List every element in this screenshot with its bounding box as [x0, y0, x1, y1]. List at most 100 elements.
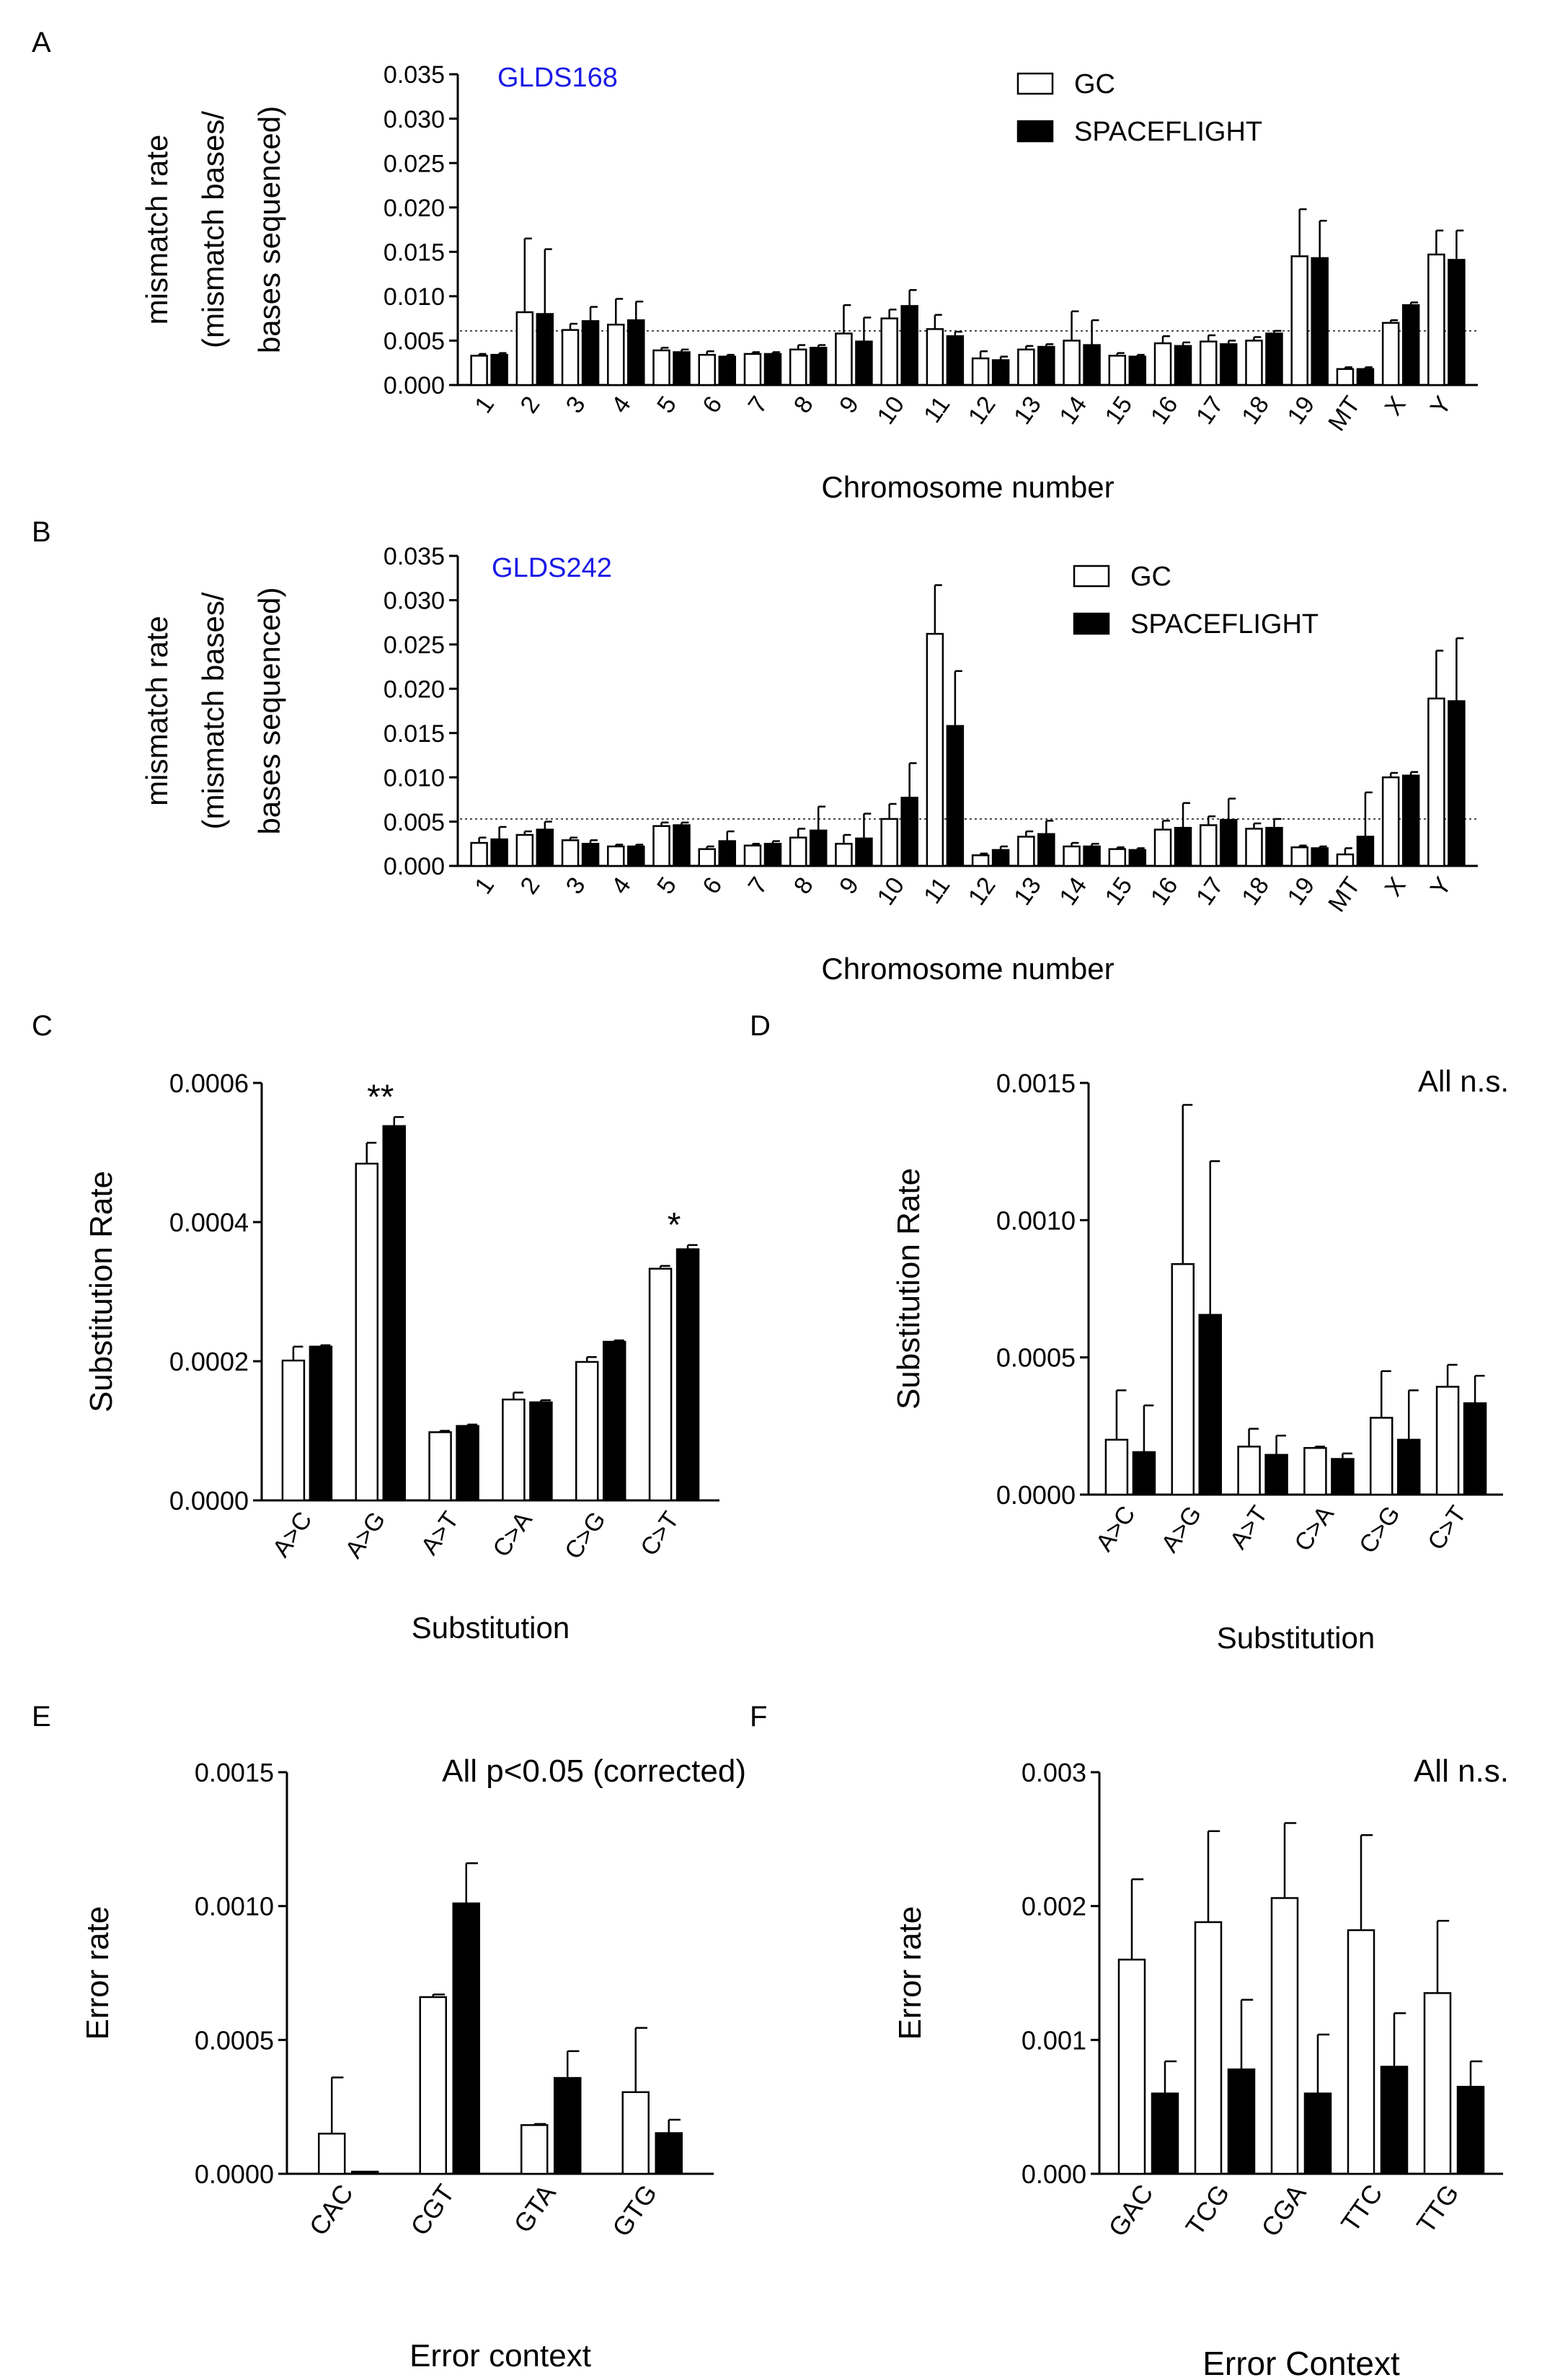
bar-gc [1245, 340, 1263, 386]
bar-spaceflight [1303, 2092, 1332, 2175]
svg-text:F: F [750, 1701, 767, 1733]
x-tick-label: C>T [635, 1507, 685, 1561]
y-axis-label: (mismatch bases/ [196, 111, 230, 348]
y-tick-label: 0.0005 [195, 2025, 274, 2055]
y-tick-label: 0.0004 [169, 1208, 249, 1237]
bar-spaceflight [1083, 344, 1101, 386]
panel-letter-a: A [32, 27, 51, 58]
x-tick-label: TCG [1179, 2179, 1235, 2241]
y-tick-label: 0.020 [384, 676, 445, 704]
chart-title: GLDS168 [497, 63, 618, 93]
x-tick-label: 17 [1191, 391, 1229, 430]
bar-spaceflight [1401, 774, 1420, 867]
bar-gc [1336, 368, 1355, 386]
bar-spaceflight [603, 1340, 626, 1502]
y-tick-label: 0.005 [384, 809, 445, 836]
bar-gc [1381, 322, 1400, 386]
y-tick-label: 0.010 [384, 283, 445, 311]
bar-gc [281, 1359, 306, 1502]
x-tick-label: 13 [1009, 391, 1047, 430]
bar-spaceflight [627, 845, 645, 867]
legend-label-gc: GC [1130, 562, 1171, 592]
bar-gc [1427, 697, 1445, 867]
x-tick-label: 8 [789, 391, 819, 418]
legend-swatch-spaceflight [1073, 612, 1110, 635]
svg-text:B: B [32, 516, 51, 548]
bar-gc [470, 355, 488, 386]
y-tick-label: 0.000 [384, 372, 445, 399]
x-axis-label: Chromosome number [821, 952, 1114, 986]
bar-spaceflight [1265, 826, 1283, 867]
legend-swatch-spaceflight [1016, 120, 1054, 143]
bar-spaceflight [1128, 849, 1147, 867]
svg-text:E: E [32, 1701, 51, 1733]
bar-gc [926, 328, 944, 386]
bar-spaceflight [490, 353, 508, 386]
x-tick-label: A>G [1156, 1501, 1208, 1557]
bar-gc [698, 848, 716, 867]
y-tick-label: 0.0015 [195, 1758, 274, 1787]
bar-spaceflight [1448, 259, 1466, 386]
significance-marker: * [668, 1206, 681, 1244]
x-tick-label: 5 [652, 872, 682, 899]
x-tick-label: 14 [1054, 391, 1092, 430]
y-tick-label: 0.010 [384, 764, 445, 792]
bar-gc [520, 2124, 549, 2175]
bar-spaceflight [581, 320, 600, 386]
bar-spaceflight [1128, 355, 1147, 386]
legend-label-gc: GC [1074, 69, 1115, 99]
bar-spaceflight [536, 313, 554, 386]
x-tick-label: 8 [789, 872, 819, 899]
bar-gc [971, 357, 990, 386]
bar-spaceflight [900, 797, 918, 867]
x-tick-label: TTG [1411, 2179, 1465, 2238]
x-tick-label: 4 [606, 872, 637, 899]
bar-spaceflight [946, 725, 965, 867]
bar-gc [1290, 846, 1308, 867]
x-tick-label: 10 [872, 872, 910, 911]
bar-spaceflight [1311, 847, 1329, 867]
chart-panel-e: 0.0000 0.0005 0.0010 0.0015 CAC CGT GTA GTG Erro… [80, 1753, 746, 2374]
x-tick-label: TTC [1335, 2179, 1388, 2237]
x-tick-label: Y [1425, 872, 1457, 901]
x-tick-label: X [1380, 872, 1412, 901]
bar-gc [1237, 1446, 1261, 1496]
bar-spaceflight [1380, 2066, 1409, 2175]
x-axis-label: Substitution [1217, 1621, 1375, 1655]
bar-gc [575, 1361, 599, 1502]
panel-letter-e: E [32, 1701, 51, 1733]
bar-gc [1063, 340, 1081, 386]
chart-title: All n.s. [1418, 1064, 1509, 1098]
y-tick-label: 0.001 [1022, 2025, 1086, 2055]
x-tick-label: 12 [963, 391, 1001, 430]
bar-spaceflight [1397, 1438, 1421, 1496]
y-tick-label: 0.0005 [996, 1343, 1076, 1373]
y-tick-label: 0.0000 [195, 2159, 274, 2189]
x-tick-label: 10 [872, 391, 910, 430]
bar-spaceflight [1037, 345, 1055, 386]
x-tick-label: 17 [1191, 872, 1229, 911]
chart-panel-a: 0.000 0.005 0.010 0.015 0.020 0.025 0.030 0.035… [140, 61, 1478, 504]
bar-gc [1270, 1897, 1299, 2175]
bar-gc [419, 1996, 447, 2175]
bar-spaceflight [675, 1248, 700, 1502]
x-tick-label: GTA [508, 2179, 562, 2238]
bar-gc [1200, 340, 1218, 386]
bar-spaceflight [490, 838, 508, 867]
legend-label-spaceflight: SPACEFLIGHT [1074, 117, 1262, 147]
bar-spaceflight [1174, 826, 1192, 867]
y-tick-label: 0.0006 [169, 1069, 249, 1098]
bar-gc [1017, 836, 1035, 867]
y-tick-label: 0.0000 [996, 1480, 1076, 1510]
bar-gc [648, 1268, 673, 1502]
x-tick-label: 18 [1236, 391, 1275, 430]
bar-gc [789, 348, 807, 386]
bar-gc [515, 833, 534, 867]
chart-panel-d: 0.0000 0.0005 0.0010 0.0015 A>C A>G A>T C>A C>G C… [891, 1064, 1509, 1655]
bar-spaceflight [1037, 833, 1055, 867]
x-tick-label: 3 [561, 872, 591, 899]
x-tick-label: 7 [743, 872, 774, 899]
y-tick-label: 0.020 [384, 195, 445, 222]
x-tick-label: C>G [1354, 1501, 1406, 1559]
